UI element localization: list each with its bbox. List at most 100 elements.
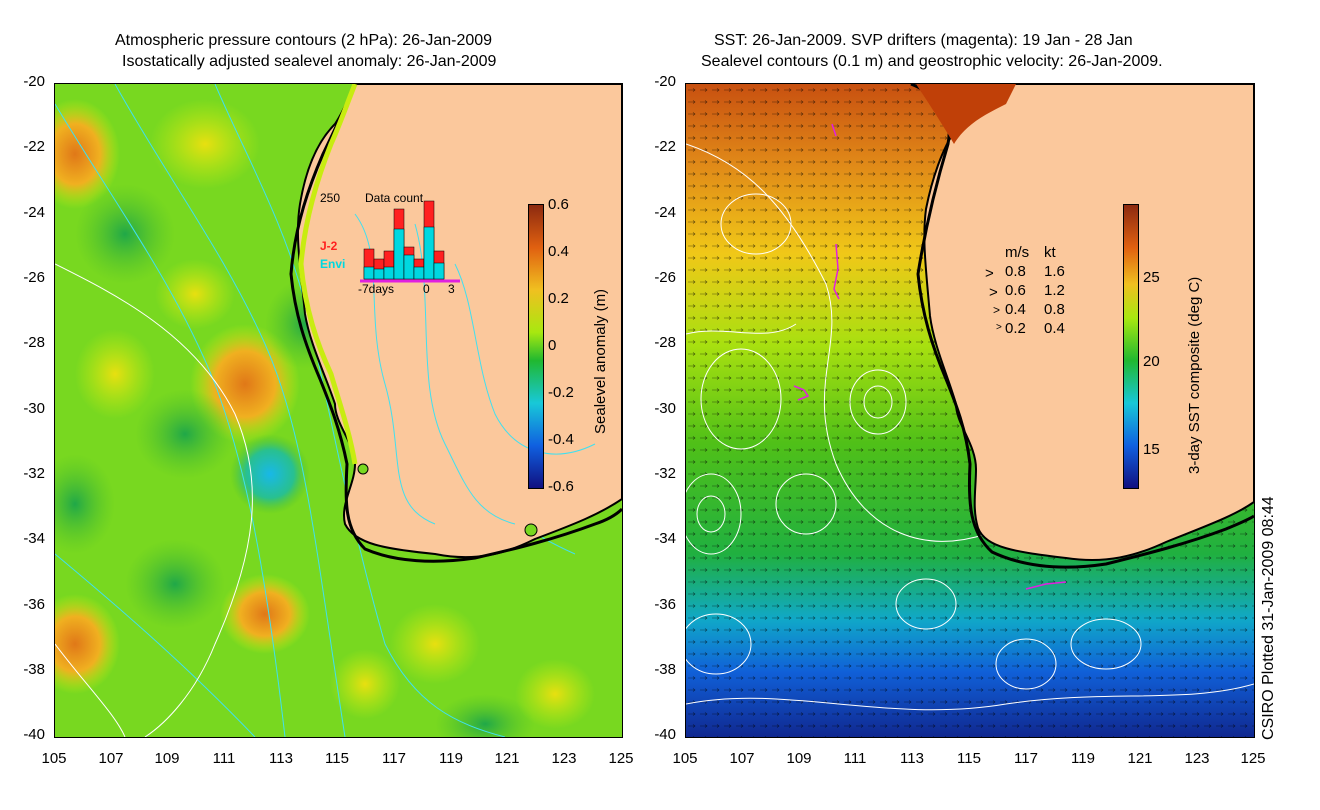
y-tick: -30	[654, 400, 676, 417]
right-title-line2: Sealevel contours (0.1 m) and geostrophi…	[701, 53, 1163, 70]
x-tick: 121	[1127, 750, 1153, 767]
zero-contours	[55, 263, 253, 737]
coastal-anomaly-strip	[298, 84, 358, 465]
legend-arrow-icon: >	[985, 265, 994, 282]
y-tick: -40	[654, 726, 676, 743]
y-tick: -38	[654, 661, 676, 678]
y-tick: -40	[23, 726, 45, 743]
y-tick: -36	[654, 596, 676, 613]
x-tick: 109	[154, 750, 180, 767]
left-map-panel: 250 Data count J-2 Envi	[54, 83, 623, 738]
y-tick: -38	[23, 661, 45, 678]
y-tick: -26	[654, 269, 676, 286]
x-tick: 119	[1071, 750, 1095, 767]
y-tick: -34	[654, 530, 676, 547]
x-tick: 113	[269, 750, 293, 767]
legend-arrow-icon: >	[996, 322, 1002, 333]
legend-header-kt: kt	[1044, 244, 1056, 261]
cb-tick: -0.2	[548, 384, 574, 401]
inset-legend-j2: J-2	[320, 239, 338, 253]
x-tick: 105	[672, 750, 698, 767]
tide-gauge-marker	[524, 523, 538, 537]
legend-header-ms: m/s	[1005, 244, 1030, 261]
sealevel-colorbar	[528, 204, 544, 489]
y-tick: -20	[23, 73, 45, 90]
x-tick: 107	[729, 750, 755, 767]
y-tick: -34	[23, 530, 45, 547]
shelf-break	[289, 84, 622, 563]
y-tick: -22	[23, 138, 45, 155]
x-tick: 109	[786, 750, 812, 767]
sealevel-contours	[686, 143, 1254, 711]
x-tick: 123	[1184, 750, 1210, 767]
legend-kt: 1.6	[1044, 263, 1065, 280]
left-title-line2: Isostatically adjusted sealevel anomaly:…	[122, 53, 497, 70]
cb-tick: -0.6	[548, 478, 574, 495]
y-tick: -28	[23, 334, 45, 351]
inset-legend-envi: Envi	[320, 257, 346, 271]
x-tick: 125	[1240, 750, 1266, 767]
legend-ms: 0.8	[1005, 263, 1026, 280]
cb-tick: -0.4	[548, 431, 574, 448]
x-tick: 117	[382, 750, 406, 767]
y-tick: -28	[654, 334, 676, 351]
inset-title: Data count	[365, 191, 424, 205]
y-tick: -32	[654, 465, 676, 482]
y-tick: -36	[23, 596, 45, 613]
cb-tick: 0	[548, 337, 557, 354]
legend-kt: 1.2	[1044, 282, 1065, 299]
inset-ymax: 250	[320, 191, 341, 205]
x-tick: 121	[494, 750, 520, 767]
warm-coastal-water	[916, 84, 1016, 144]
x-tick: 105	[41, 750, 67, 767]
y-tick: -20	[654, 73, 676, 90]
x-tick: 113	[900, 750, 924, 767]
plot-credit: CSIRO Plotted 31-Jan-2009 08:44	[1260, 496, 1277, 740]
shelf-break-sst	[910, 84, 1254, 569]
inset-x-right: 3	[448, 282, 455, 296]
y-tick: -22	[654, 138, 676, 155]
cb-tick: 0.4	[548, 243, 569, 260]
legend-kt: 0.8	[1044, 301, 1065, 318]
y-tick: -32	[23, 465, 45, 482]
x-tick: 117	[1014, 750, 1038, 767]
cb-tick: 0.2	[548, 290, 569, 307]
inset-bars	[360, 200, 460, 283]
right-title-line1: SST: 26-Jan-2009. SVP drifters (magenta)…	[714, 32, 1133, 49]
inset-x-left: -7days	[358, 282, 395, 296]
cb-tick: 25	[1143, 269, 1160, 286]
x-tick: 119	[439, 750, 463, 767]
tide-gauge-marker	[357, 463, 369, 475]
legend-ms: 0.4	[1005, 301, 1026, 318]
x-tick: 111	[212, 750, 236, 767]
sst-map	[686, 84, 1254, 737]
legend-ms: 0.2	[1005, 320, 1026, 337]
sst-colorbar	[1123, 204, 1139, 489]
sealevel-anomaly-map	[55, 84, 622, 737]
cb-tick: 0.6	[548, 196, 569, 213]
x-tick: 123	[551, 750, 577, 767]
legend-arrow-icon: >	[989, 284, 998, 301]
x-tick: 115	[957, 750, 981, 767]
left-title-line1: Atmospheric pressure contours (2 hPa): 2…	[115, 32, 493, 49]
x-tick: 115	[325, 750, 349, 767]
cb-tick: 15	[1143, 441, 1160, 458]
sst-colorbar-label: 3-day SST composite (deg C)	[1186, 276, 1203, 474]
svp-drifter-tracks	[793, 123, 1067, 590]
data-count-inset: 250 Data count J-2 Envi	[320, 189, 460, 299]
inset-bar-group	[363, 200, 445, 280]
legend-kt: 0.4	[1044, 320, 1065, 337]
legend-ms: 0.6	[1005, 282, 1026, 299]
x-tick: 111	[843, 750, 867, 767]
y-tick: -30	[23, 400, 45, 417]
inset-x-zero: 0	[423, 282, 430, 296]
x-tick: 107	[98, 750, 124, 767]
legend-arrow-icon: >	[993, 303, 1001, 317]
cb-tick: 20	[1143, 353, 1160, 370]
y-tick: -26	[23, 269, 45, 286]
sealevel-colorbar-label: Sealevel anomaly (m)	[592, 288, 609, 434]
right-map-panel: m/s kt > 0.8 1.6 > 0.6 1.2 > 0.4 0.8 > 0…	[685, 83, 1255, 738]
y-tick: -24	[654, 204, 676, 221]
x-tick: 125	[608, 750, 634, 767]
y-tick: -24	[23, 204, 45, 221]
